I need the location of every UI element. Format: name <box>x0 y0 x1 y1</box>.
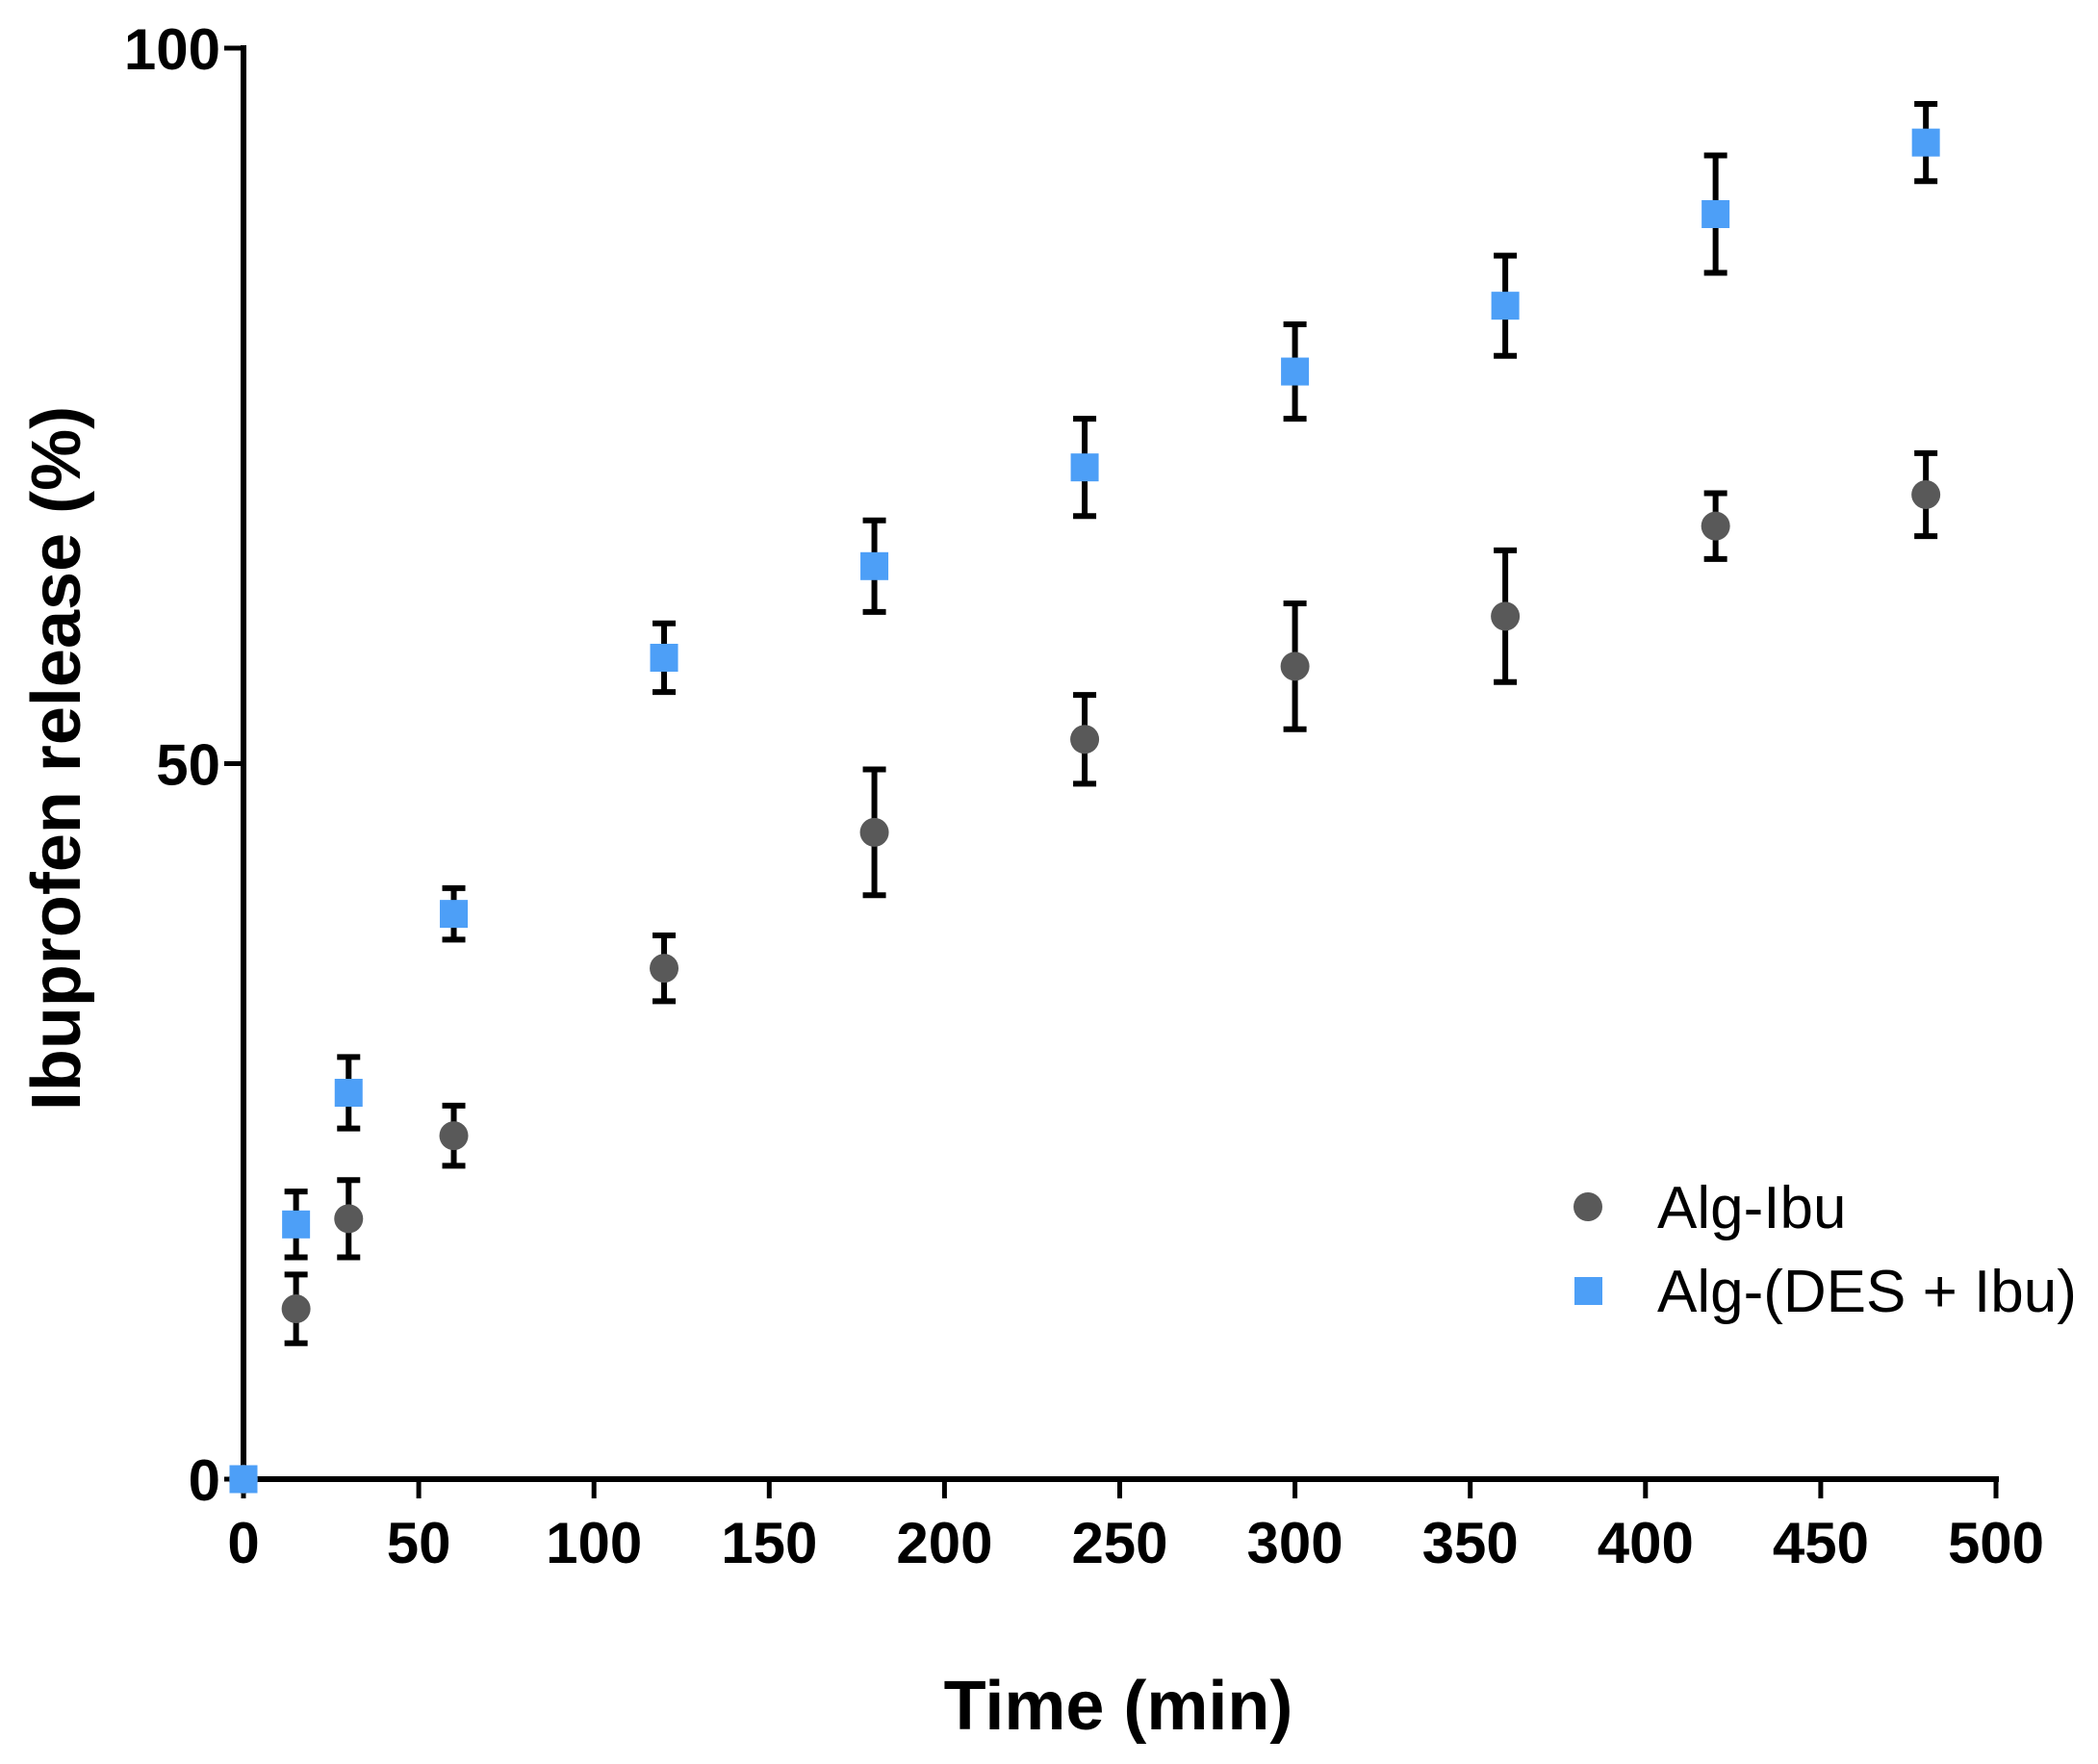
point-alg-ibu <box>1491 601 1521 631</box>
point-alg-des-ibu <box>229 1465 258 1494</box>
point-alg-des-ibu <box>1281 357 1310 386</box>
point-alg-ibu <box>1911 479 1941 509</box>
point-alg-des-ibu <box>1070 453 1099 482</box>
x-tick-label: 100 <box>546 1511 642 1575</box>
legend-marker-alg-des-ibu <box>1574 1277 1602 1305</box>
point-alg-ibu <box>281 1294 311 1324</box>
point-alg-des-ibu <box>650 643 678 672</box>
x-tick-label: 250 <box>1071 1511 1167 1575</box>
x-tick-label: 50 <box>387 1511 451 1575</box>
point-alg-ibu <box>1280 652 1310 681</box>
x-tick-label: 500 <box>1948 1511 2044 1575</box>
point-alg-ibu <box>439 1121 469 1151</box>
x-tick-label: 0 <box>227 1511 259 1575</box>
y-axis-title: Ibuprofen release (%) <box>18 406 95 1111</box>
point-alg-des-ibu <box>1701 199 1730 228</box>
point-alg-ibu <box>859 817 889 847</box>
x-tick-label: 400 <box>1598 1511 1694 1575</box>
x-tick-label: 200 <box>896 1511 992 1575</box>
point-alg-ibu <box>650 954 679 984</box>
y-tick-label: 0 <box>189 1448 220 1513</box>
data-points <box>229 128 1941 1494</box>
point-alg-des-ibu <box>1491 292 1520 320</box>
x-tick-label: 350 <box>1422 1511 1519 1575</box>
error-bars <box>284 100 1938 1346</box>
point-alg-ibu <box>334 1204 364 1234</box>
point-alg-des-ibu <box>860 551 889 580</box>
x-tick-label: 450 <box>1773 1511 1869 1575</box>
y-tick-label: 100 <box>124 17 220 82</box>
legend: Alg-Ibu Alg-(DES + Ibu) <box>1574 1175 2077 1325</box>
point-alg-des-ibu <box>282 1210 311 1239</box>
axes: 0 50 100 150 200 250 300 350 400 450 500 0 50 100 <box>124 17 2044 1575</box>
point-alg-ibu <box>1701 511 1730 541</box>
x-axis-title: Time (min) <box>944 1668 1293 1745</box>
legend-marker-alg-ibu <box>1574 1192 1602 1221</box>
point-alg-des-ibu <box>1911 128 1940 157</box>
legend-label-alg-des-ibu: Alg-(DES + Ibu) <box>1657 1259 2077 1325</box>
point-alg-des-ibu <box>334 1079 363 1108</box>
point-alg-des-ibu <box>440 900 469 929</box>
point-alg-ibu <box>1070 725 1100 754</box>
y-tick-label: 50 <box>156 733 220 798</box>
x-tick-label: 150 <box>721 1511 817 1575</box>
x-tick-label: 300 <box>1247 1511 1343 1575</box>
legend-label-alg-ibu: Alg-Ibu <box>1657 1175 1846 1241</box>
